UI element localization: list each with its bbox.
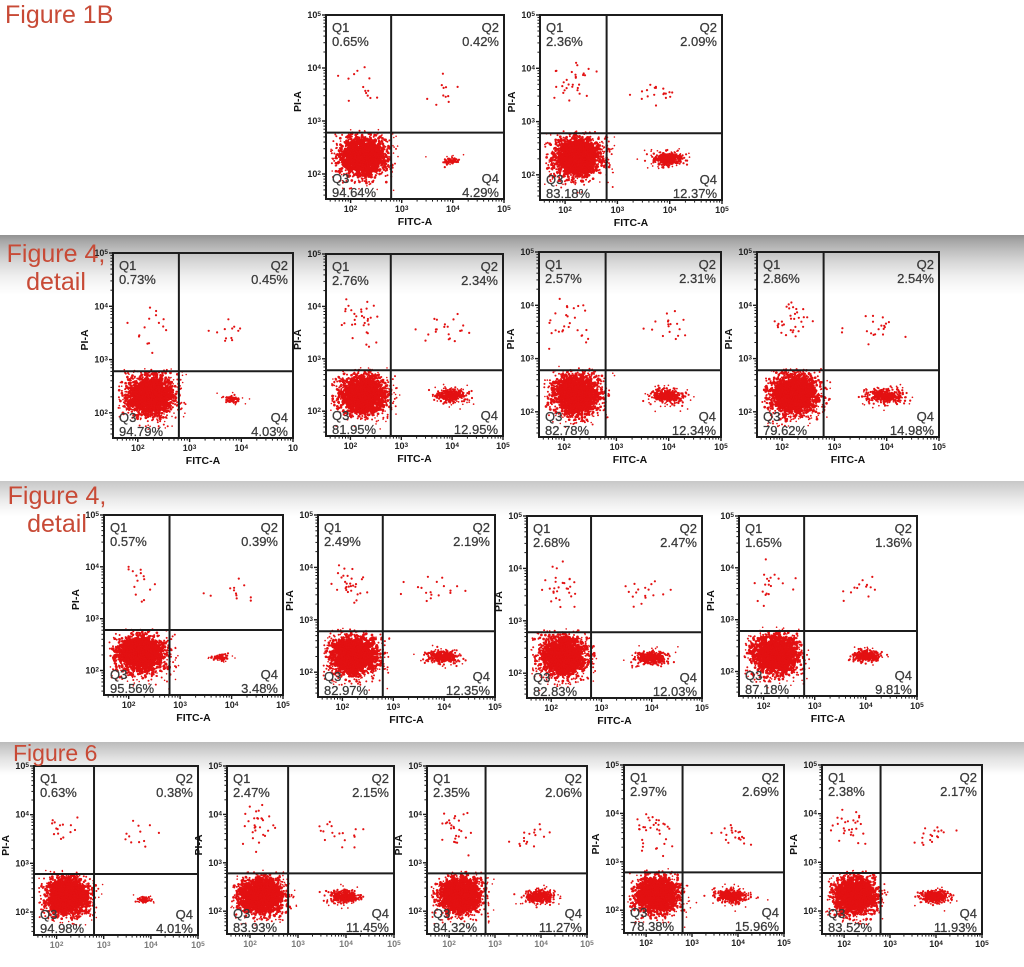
svg-text:102: 102 [344, 204, 358, 214]
svg-text:103: 103 [395, 204, 409, 214]
svg-text:PI-A: PI-A [292, 91, 304, 112]
svg-text:104: 104 [446, 204, 460, 214]
svg-text:4.29%: 4.29% [462, 185, 499, 200]
svg-text:103: 103 [307, 116, 321, 126]
svg-text:Q2: Q2 [482, 20, 499, 35]
svg-text:0.65%: 0.65% [332, 34, 369, 49]
svg-text:Q3: Q3 [332, 171, 349, 186]
svg-text:104: 104 [307, 63, 321, 73]
svg-text:FITC-A: FITC-A [398, 216, 433, 228]
svg-text:105: 105 [307, 10, 321, 20]
svg-text:102: 102 [307, 169, 321, 179]
svg-text:Q4: Q4 [482, 171, 499, 186]
svg-text:Q1: Q1 [332, 20, 349, 35]
svg-text:0.42%: 0.42% [462, 34, 499, 49]
svg-text:94.64%: 94.64% [332, 185, 377, 200]
